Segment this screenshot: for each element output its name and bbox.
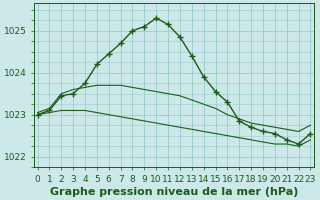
X-axis label: Graphe pression niveau de la mer (hPa): Graphe pression niveau de la mer (hPa) [50, 187, 298, 197]
